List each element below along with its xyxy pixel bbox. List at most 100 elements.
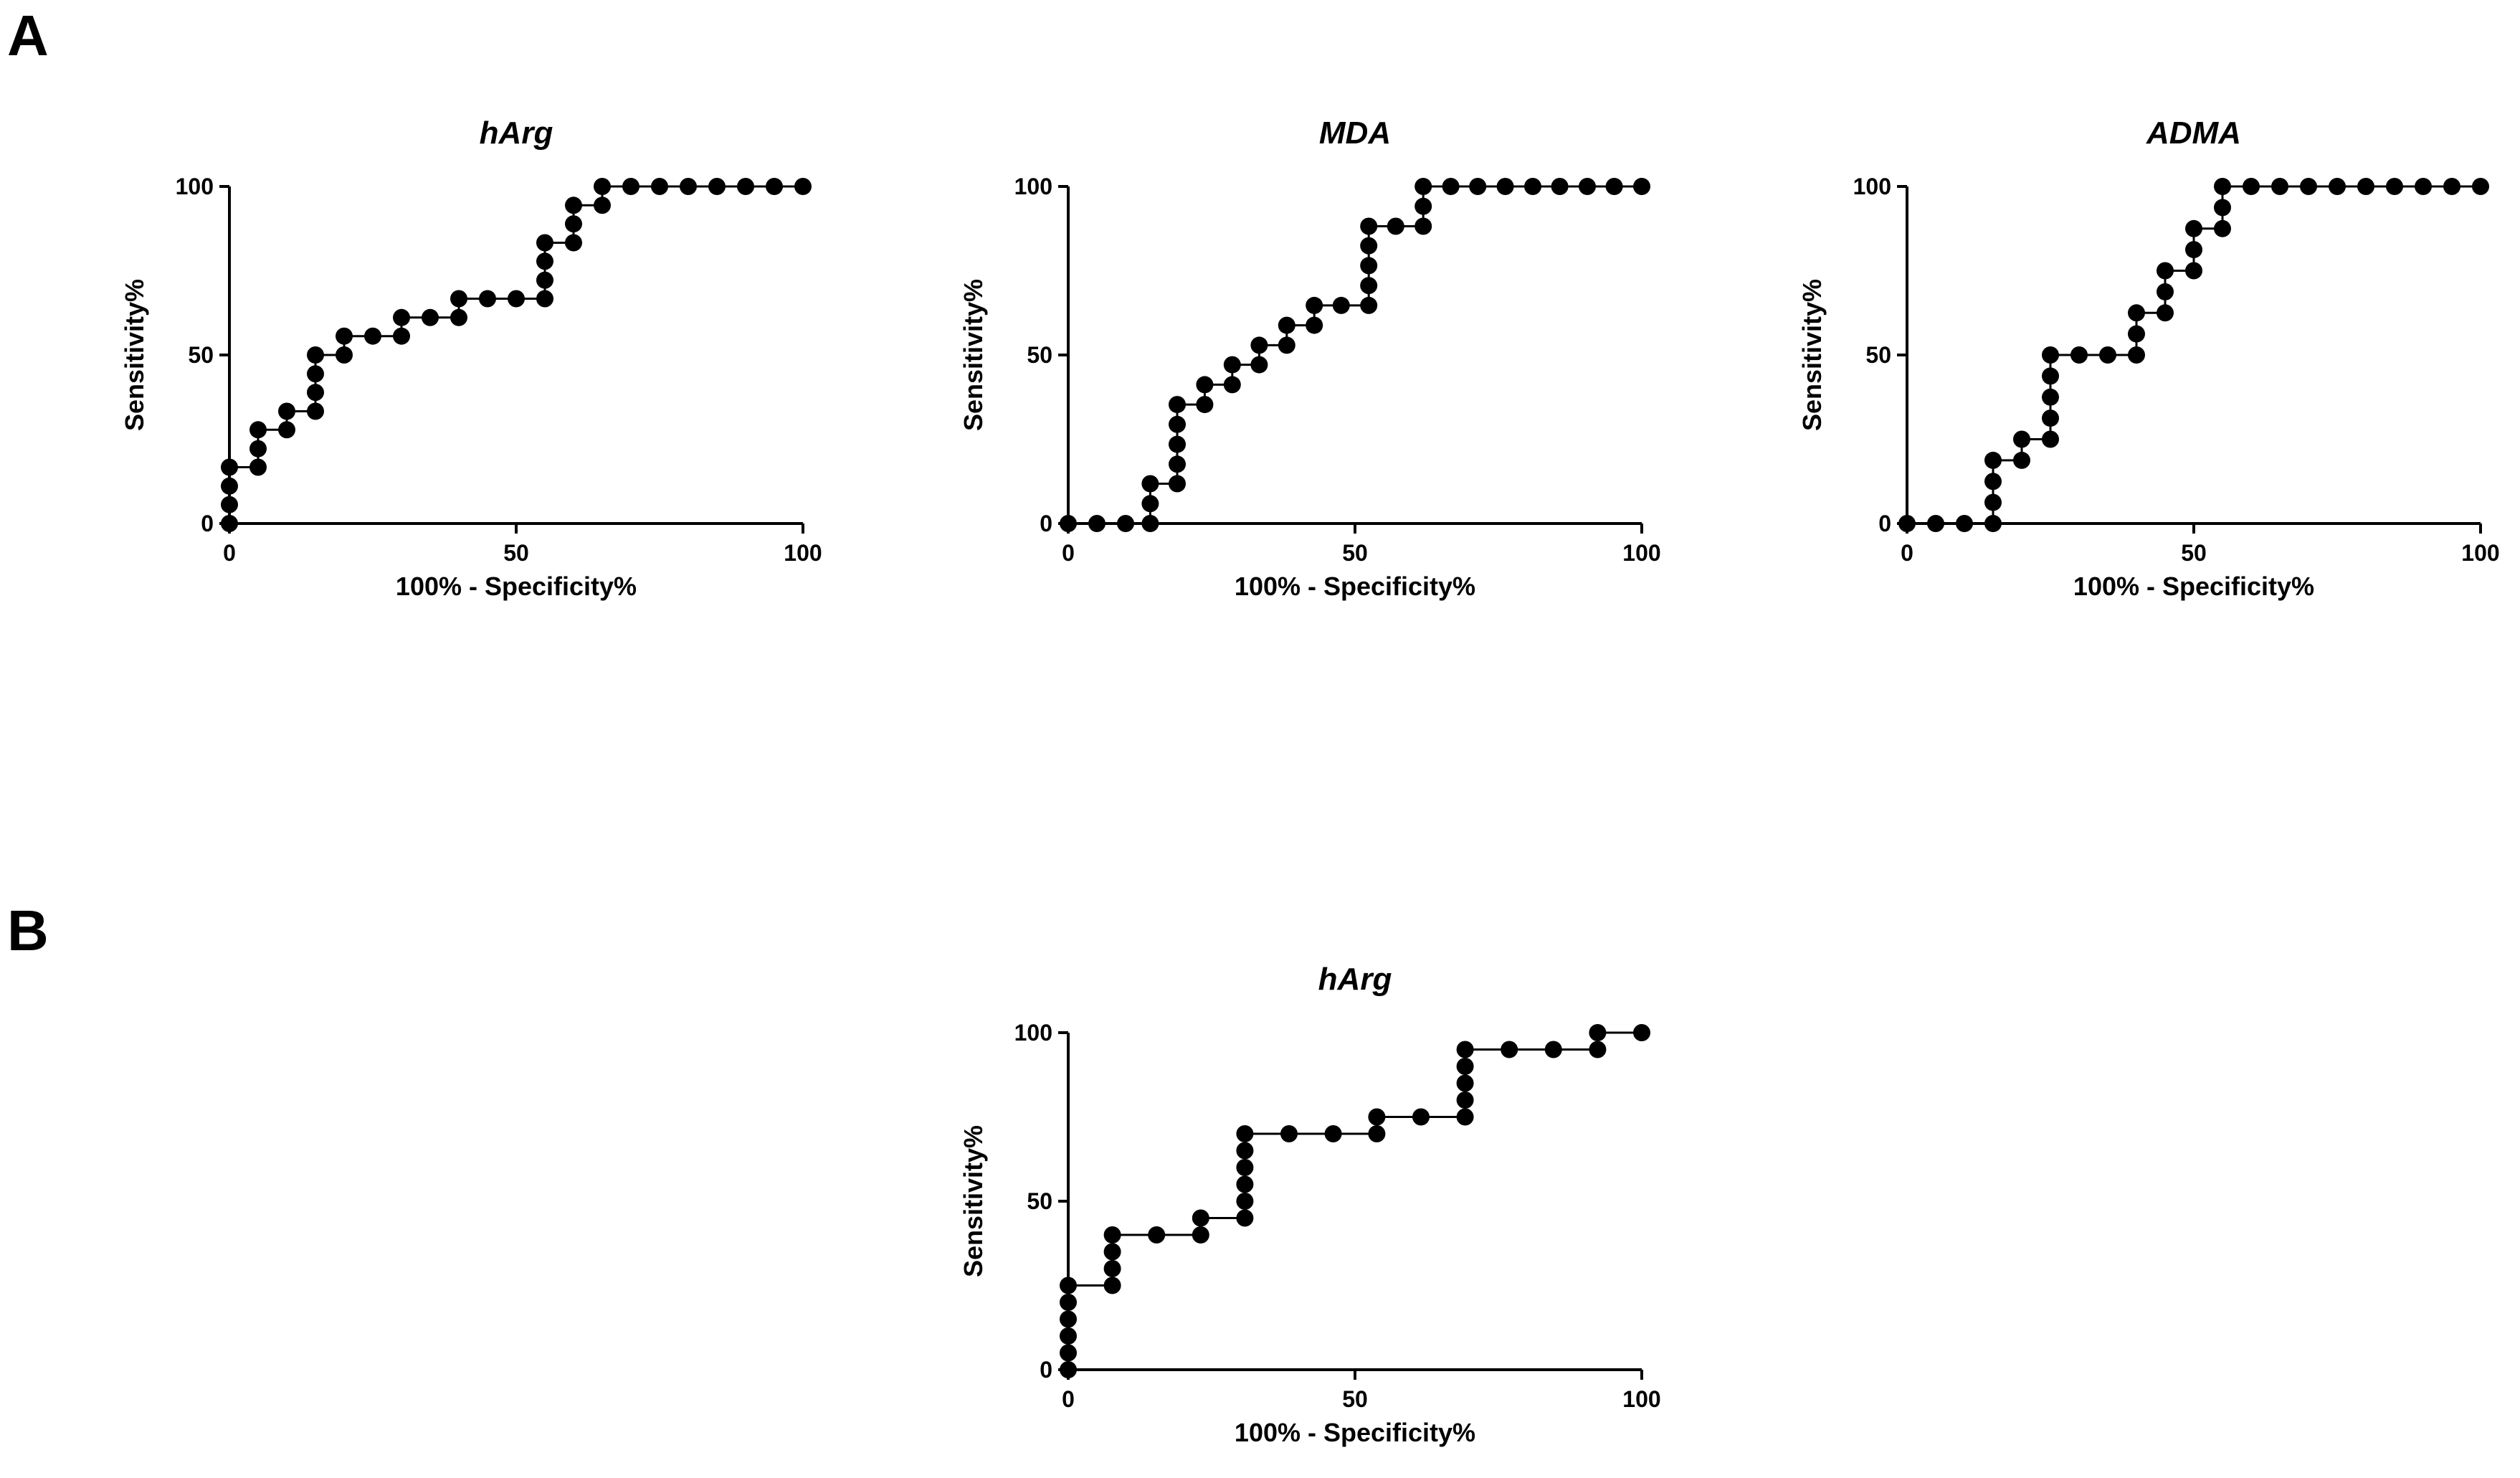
roc-data-point: [2185, 241, 2202, 259]
roc-data-point: [278, 421, 295, 439]
roc-data-point: [450, 290, 467, 308]
y-tick-label: 0: [1040, 511, 1052, 536]
roc-data-point: [1169, 475, 1186, 493]
roc-data-point: [2128, 346, 2145, 364]
roc-data-point: [1169, 435, 1186, 453]
y-tick-label: 50: [1027, 1188, 1052, 1214]
roc-data-point: [1060, 1344, 1077, 1362]
roc-data-point: [1524, 178, 1541, 195]
roc-data-point: [1332, 296, 1350, 314]
x-tick-label: 100: [1622, 540, 1660, 566]
roc-data-point: [794, 178, 812, 195]
roc-chart-a-mda: MDA 0 50 100 0 50 100 100% - Specificity% Sensit…: [959, 115, 1661, 601]
roc-data-point: [565, 196, 582, 214]
roc-data-point: [508, 290, 525, 308]
roc-data-point: [1633, 1024, 1650, 1041]
roc-data-point: [536, 234, 553, 252]
roc-data-point: [1060, 1310, 1077, 1328]
roc-data-point: [2157, 283, 2174, 300]
x-axis-title: 100% - Specificity%: [396, 572, 637, 601]
roc-data-point: [2157, 304, 2174, 322]
roc-data-point: [336, 327, 353, 345]
roc-curve-line: [1067, 1031, 1642, 1370]
y-tick-label: 50: [188, 342, 214, 368]
x-tick-label: 50: [2181, 540, 2207, 566]
roc-data-point: [1196, 376, 1214, 394]
roc-data-point: [1898, 515, 1916, 532]
roc-data-point: [2042, 388, 2059, 406]
roc-data-point: [364, 327, 381, 345]
roc-data-point: [1141, 475, 1159, 493]
x-axis-title: 100% - Specificity%: [1235, 1418, 1475, 1447]
roc-data-point: [2042, 346, 2059, 364]
roc-data-point: [2443, 178, 2460, 195]
roc-data-point: [1360, 296, 1378, 314]
roc-data-point: [2042, 409, 2059, 427]
roc-data-point: [307, 384, 324, 402]
x-tick-label: 100: [2461, 540, 2499, 566]
x-tick-label: 50: [1342, 1386, 1368, 1412]
roc-data-point: [1250, 336, 1268, 354]
y-tick-label: 100: [1014, 1020, 1052, 1046]
roc-chart-a-harg: hArg 0 50 100 0 50 100 100% - Specificity% Sensi…: [120, 115, 822, 601]
y-tick-label: 100: [1014, 174, 1052, 199]
roc-data-point: [307, 346, 324, 364]
roc-data-point: [2042, 367, 2059, 385]
roc-data-point: [1141, 495, 1159, 513]
roc-data-point: [1192, 1226, 1209, 1243]
roc-curve-line: [1068, 185, 1642, 525]
roc-data-point: [278, 402, 295, 420]
roc-data-point: [1984, 515, 2002, 532]
x-axis-title: 100% - Specificity%: [1235, 572, 1475, 601]
roc-data-point: [2128, 325, 2145, 343]
y-tick-label: 100: [176, 174, 214, 199]
roc-data-point: [1414, 197, 1432, 215]
roc-data-point: [2128, 304, 2145, 322]
roc-data-point: [2185, 219, 2202, 237]
roc-data-point: [1442, 178, 1460, 195]
y-axis-title: Sensitivity%: [959, 279, 988, 431]
x-tick-label: 0: [1062, 1386, 1075, 1412]
roc-data-point: [2013, 451, 2030, 469]
roc-data-point: [1414, 217, 1432, 235]
roc-data-point: [221, 515, 238, 532]
roc-data-point: [1192, 1209, 1209, 1227]
roc-data-point: [1984, 451, 2002, 469]
roc-data-point: [1278, 336, 1295, 354]
x-tick-label: 100: [784, 540, 822, 566]
roc-data-point: [594, 196, 611, 214]
roc-data-point: [1306, 296, 1323, 314]
roc-data-point: [565, 215, 582, 233]
roc-data-point: [1280, 1125, 1298, 1142]
roc-data-point: [1236, 1125, 1254, 1142]
roc-data-point: [1360, 237, 1378, 255]
chart-title: hArg: [1318, 962, 1392, 997]
roc-data-point: [680, 178, 697, 195]
roc-data-point: [1103, 1226, 1121, 1243]
roc-data-point: [1633, 178, 1650, 195]
roc-data-point: [450, 308, 467, 326]
chart-title: ADMA: [2146, 115, 2241, 151]
roc-data-point: [1103, 1276, 1121, 1294]
roc-data-point: [1360, 277, 1378, 295]
roc-data-point: [1412, 1108, 1430, 1126]
x-tick-label: 0: [223, 540, 236, 566]
roc-chart-b-harg: hArg 0 50 100 0 50 100 100% - Specificity% Sensi…: [959, 962, 1661, 1447]
roc-data-point: [2042, 430, 2059, 448]
roc-data-point: [1060, 1276, 1077, 1294]
roc-data-point: [1236, 1142, 1254, 1160]
roc-data-point: [1544, 1041, 1562, 1058]
roc-data-point: [1060, 515, 1077, 532]
roc-data-point: [1589, 1024, 1607, 1041]
y-tick-label: 50: [1865, 342, 1891, 368]
roc-data-point: [1456, 1041, 1474, 1058]
roc-data-point: [1414, 178, 1432, 195]
roc-data-point: [1103, 1260, 1121, 1277]
roc-data-point: [651, 178, 668, 195]
roc-data-point: [1956, 515, 1973, 532]
roc-data-point: [1169, 396, 1186, 414]
roc-data-point: [1496, 178, 1514, 195]
y-axis-title: Sensitivity%: [959, 1125, 988, 1277]
roc-data-point: [2271, 178, 2288, 195]
roc-data-point: [307, 365, 324, 383]
